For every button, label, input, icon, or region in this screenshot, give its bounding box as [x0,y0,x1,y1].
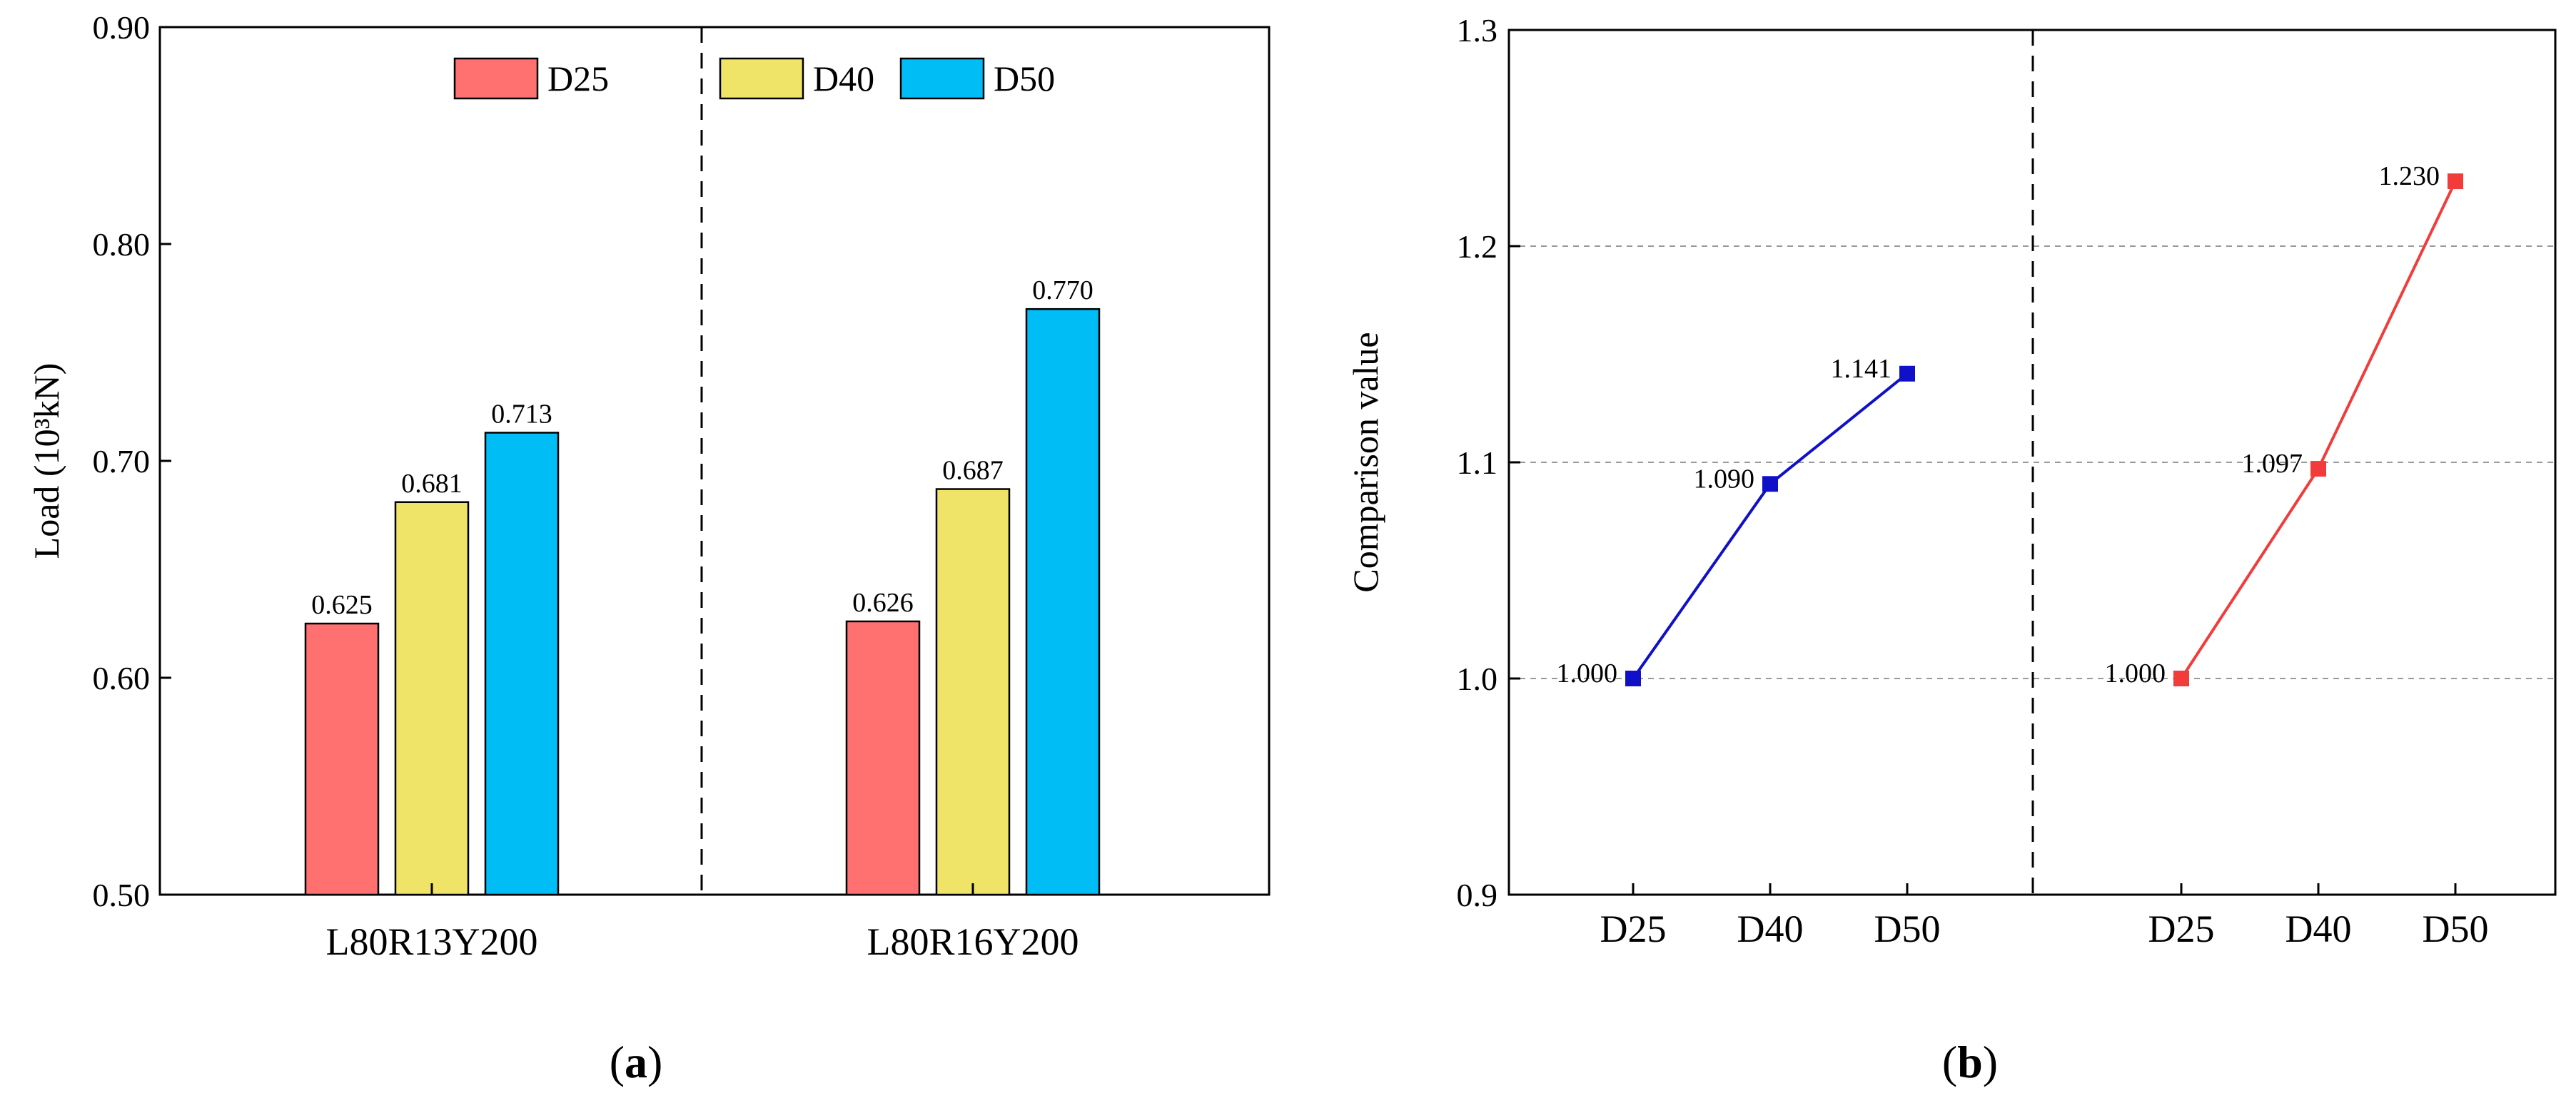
bar-chart-legend: D25 D40 D50 [453,57,1055,100]
y-tick-label: 0.60 [93,660,151,696]
y-tick-label: 1.1 [1457,444,1498,481]
bar-value-label: 0.713 [491,399,552,429]
data-point-marker [1625,671,1641,686]
line-chart-y-axis-label: Comparison value [1345,332,1385,592]
bar-d50 [484,432,560,896]
panel-letter-b: b [1957,1037,1983,1087]
bar-chart-y-axis: 0.50 0.60 0.70 0.80 0.90 [93,9,171,913]
bar-d25 [304,622,380,896]
data-point-label: 1.230 [2379,161,2440,191]
x-category-label: L80R13Y200 [326,920,538,963]
y-tick-label: 1.2 [1457,228,1498,265]
bar-d25 [845,620,921,896]
bar-value-label: 0.687 [942,456,1004,486]
line-chart-panel: 0.9 1.0 1.1 1.2 1.3 D25 D40 D50 D25 D40 D50 1.000… [1345,12,2557,1087]
x-category-label: L80R16Y200 [867,920,1079,963]
y-tick-label: 0.90 [93,9,151,46]
y-tick-label: 0.9 [1457,877,1498,913]
data-point-label: 1.090 [1694,464,1755,494]
x-tick-label: D50 [2423,908,2489,950]
data-point-marker [2448,173,2463,190]
x-tick-label: D40 [1737,908,1804,950]
data-point-marker [2173,671,2189,686]
y-tick-label: 0.50 [93,877,151,913]
bar-d40 [935,488,1011,896]
bar-chart-bars: 0.625 0.681 0.713 0.626 0.687 0.770 [304,275,1101,896]
data-point-label: 1.000 [2105,659,2166,688]
y-tick-label: 1.3 [1457,12,1498,49]
bar-d40 [394,501,470,896]
data-point-marker [1899,365,1915,382]
line-chart-gridlines [1509,245,2555,679]
series-line [1632,372,1909,680]
line-chart-y-axis: 0.9 1.0 1.1 1.2 1.3 [1457,12,1520,913]
data-point-label: 1.141 [1831,354,1892,384]
y-tick-label: 0.70 [93,443,151,479]
bar-chart-panel: 0.500.600.700.800.90 0.6250.6810.7130.62… [26,9,1271,1087]
data-point-marker [1762,476,1778,492]
data-point-label: 1.097 [2242,449,2303,479]
data-point-label: 1.000 [1557,659,1618,688]
legend-label: D40 [813,59,874,98]
line-chart-series: 1.000 1.090 1.141 1.000 1.097 1.230 [1557,161,2463,688]
legend-swatch-d25 [453,57,539,100]
x-tick-label: D40 [2285,908,2352,950]
y-tick-label: 1.0 [1457,661,1498,697]
legend-swatch-d40 [719,57,804,100]
bar-value-label: 0.626 [852,588,914,618]
bar-chart-y-axis-label: Load (10³kN) [26,363,66,559]
series-line [2180,181,2457,680]
panel-label-b: (b) [1942,1037,1998,1087]
x-tick-label: D25 [1600,908,1667,950]
legend-label: D25 [547,59,609,98]
bar-value-label: 0.770 [1032,275,1093,305]
legend-swatch-d50 [899,57,985,100]
legend-label: D50 [994,59,1055,98]
y-tick-label: 0.80 [93,226,151,263]
x-tick-label: D50 [1874,908,1941,950]
bar-chart-x-axis: L80R13Y200 L80R16Y200 [326,883,1079,963]
panel-letter-a: a [625,1037,647,1087]
bar-value-label: 0.681 [401,469,463,499]
x-tick-label: D25 [2148,908,2215,950]
bar-d50 [1025,307,1101,896]
panel-label-a: (a) [610,1037,663,1087]
bar-value-label: 0.625 [311,590,373,620]
data-point-marker [2310,461,2326,477]
line-chart-x-axis: D25 D40 D50 D25 D40 D50 [1600,883,2489,950]
